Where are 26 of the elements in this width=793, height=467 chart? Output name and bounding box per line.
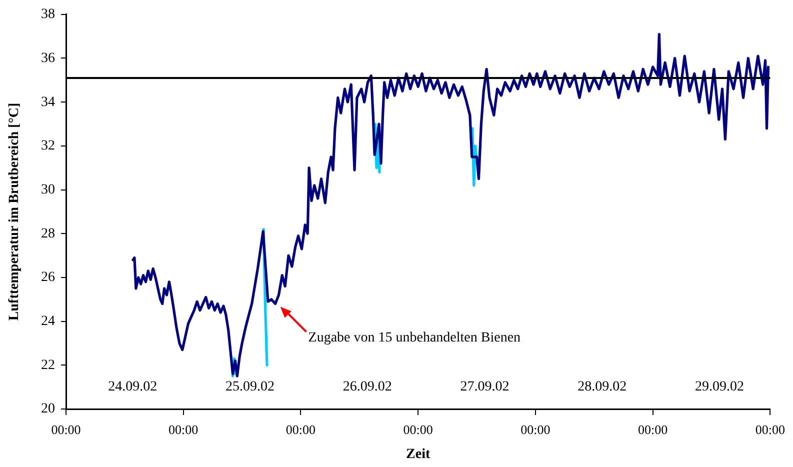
x-tick-label: 00:00 [51,422,81,438]
annotation: Zugabe von 15 unbehandelten Bienen [308,330,521,346]
x-axis-title: Zeit [406,447,430,462]
annotation: 26.09.02 [342,380,392,395]
x-tick-label: 00:00 [168,422,198,438]
y-tick-label: 36 [41,50,55,66]
y-tick-label: 32 [41,138,55,154]
x-tick-label: 00:00 [403,422,433,438]
x-tick-label: 00:00 [755,422,786,438]
y-tick-label: 34 [41,94,55,110]
annotation: 29.09.02 [695,380,744,395]
y-tick-label: 38 [41,7,55,22]
x-tick-label: 00:00 [286,422,316,438]
y-tick-label: 30 [41,182,55,198]
y-tick-label: 22 [41,358,55,373]
y-tick-label: 28 [41,226,55,242]
y-axis-title: Lufttemperatur im Brutbereich [°C] [7,102,22,321]
annotation: 27.09.02 [460,380,510,395]
annotation: 24.09.02 [108,380,158,395]
annotation: 25.09.02 [226,380,275,395]
y-tick-label: 20 [41,402,55,417]
y-tick-label: 26 [41,270,55,286]
annotation: 28.09.02 [578,380,627,395]
y-tick-label: 24 [41,314,55,329]
x-tick-label: 00:00 [638,422,668,438]
x-tick-label: 00:00 [520,422,550,438]
